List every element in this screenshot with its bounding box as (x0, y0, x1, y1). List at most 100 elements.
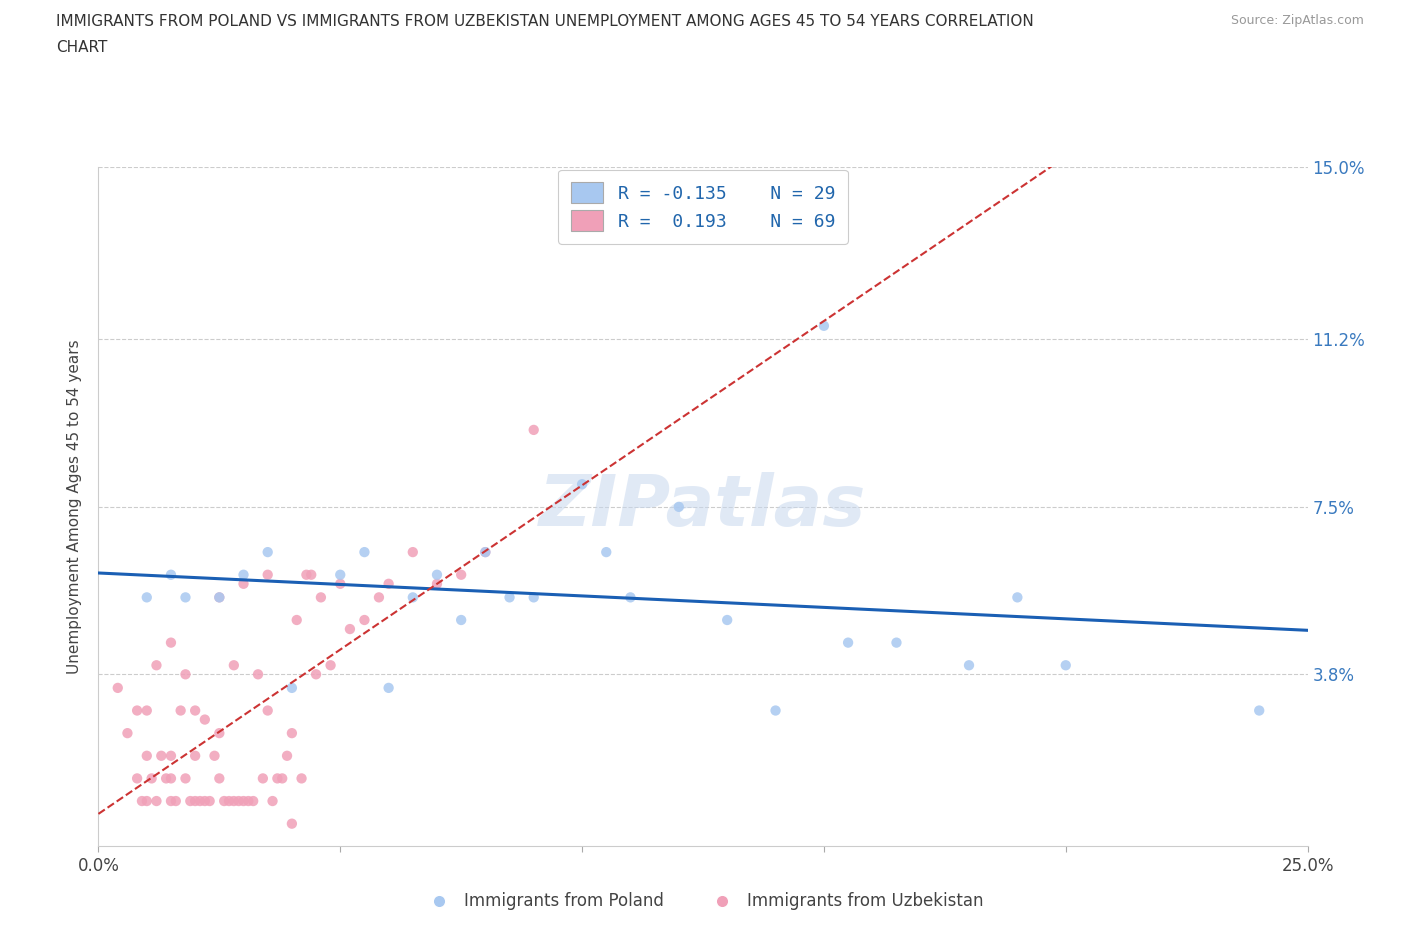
Point (135, 703, 157, 718)
Text: Source: ZipAtlas.com: Source: ZipAtlas.com (1230, 14, 1364, 27)
Point (377, 577, 399, 591)
Point (145, 793, 167, 808)
Point (266, 771, 288, 786)
Point (716, 613, 738, 628)
Point (247, 667, 270, 682)
Point (426, 577, 449, 591)
Point (256, 567, 278, 582)
Point (837, 635, 859, 650)
Point (619, 590, 641, 604)
Point (256, 545, 278, 560)
Text: CHART: CHART (56, 40, 108, 55)
Point (198, 793, 221, 808)
Point (169, 703, 191, 718)
Point (339, 621, 361, 636)
Point (474, 545, 496, 560)
Point (276, 749, 298, 764)
Point (319, 658, 342, 672)
Point (141, 771, 163, 786)
Point (222, 793, 245, 808)
Point (232, 567, 254, 582)
Point (242, 793, 264, 808)
Point (309, 590, 332, 604)
Text: IMMIGRANTS FROM POLAND VS IMMIGRANTS FROM UZBEKISTAN UNEMPLOYMENT AMONG AGES 45 : IMMIGRANTS FROM POLAND VS IMMIGRANTS FRO… (56, 14, 1033, 29)
Point (165, 793, 187, 808)
Point (135, 590, 157, 604)
Point (174, 667, 197, 682)
Point (281, 817, 304, 831)
Point (135, 749, 157, 764)
Point (184, 703, 207, 718)
Point (131, 793, 153, 808)
Point (299, 567, 322, 582)
Point (595, 545, 617, 560)
Point (155, 771, 177, 786)
Point (184, 749, 207, 764)
Y-axis label: Unemployment Among Ages 45 to 54 years: Unemployment Among Ages 45 to 54 years (67, 339, 83, 674)
Point (290, 771, 312, 786)
Point (174, 590, 197, 604)
Point (117, 725, 139, 740)
Point (285, 613, 308, 628)
Point (281, 725, 304, 740)
Point (222, 658, 245, 672)
Point (208, 590, 231, 604)
Point (208, 590, 231, 604)
Point (262, 793, 284, 808)
Point (160, 749, 183, 764)
Point (218, 793, 240, 808)
Point (377, 681, 399, 696)
Point (208, 725, 231, 740)
Text: ZIPatlas: ZIPatlas (540, 472, 866, 541)
Point (228, 793, 250, 808)
Legend: R = -0.135    N = 29, R =  0.193    N = 69: R = -0.135 N = 29, R = 0.193 N = 69 (558, 169, 848, 244)
Point (232, 577, 254, 591)
Point (523, 422, 546, 437)
Point (160, 771, 183, 786)
Point (426, 567, 449, 582)
Point (523, 590, 546, 604)
Legend: Immigrants from Poland, Immigrants from Uzbekistan: Immigrants from Poland, Immigrants from … (416, 885, 990, 917)
Point (329, 577, 352, 591)
Point (174, 771, 197, 786)
Point (135, 793, 157, 808)
Point (1054, 658, 1077, 672)
Point (194, 712, 217, 727)
Point (402, 545, 425, 560)
Point (957, 658, 980, 672)
Point (160, 635, 183, 650)
Point (127, 703, 149, 718)
Point (160, 567, 183, 582)
Point (271, 771, 294, 786)
Point (813, 318, 835, 333)
Point (329, 567, 352, 582)
Point (281, 681, 304, 696)
Point (402, 590, 425, 604)
Point (368, 590, 391, 604)
Point (238, 793, 260, 808)
Point (212, 793, 235, 808)
Point (450, 567, 472, 582)
Point (204, 749, 226, 764)
Point (498, 590, 520, 604)
Point (353, 613, 375, 628)
Point (184, 793, 207, 808)
Point (160, 793, 183, 808)
Point (252, 771, 274, 786)
Point (668, 499, 690, 514)
Point (188, 793, 211, 808)
Point (295, 567, 318, 582)
Point (1249, 703, 1271, 718)
Point (208, 771, 231, 786)
Point (150, 749, 173, 764)
Point (179, 793, 201, 808)
Point (474, 545, 496, 560)
Point (450, 613, 472, 628)
Point (353, 545, 375, 560)
Point (145, 658, 167, 672)
Point (305, 667, 328, 682)
Point (256, 703, 278, 718)
Point (232, 793, 254, 808)
Point (107, 681, 129, 696)
Point (127, 771, 149, 786)
